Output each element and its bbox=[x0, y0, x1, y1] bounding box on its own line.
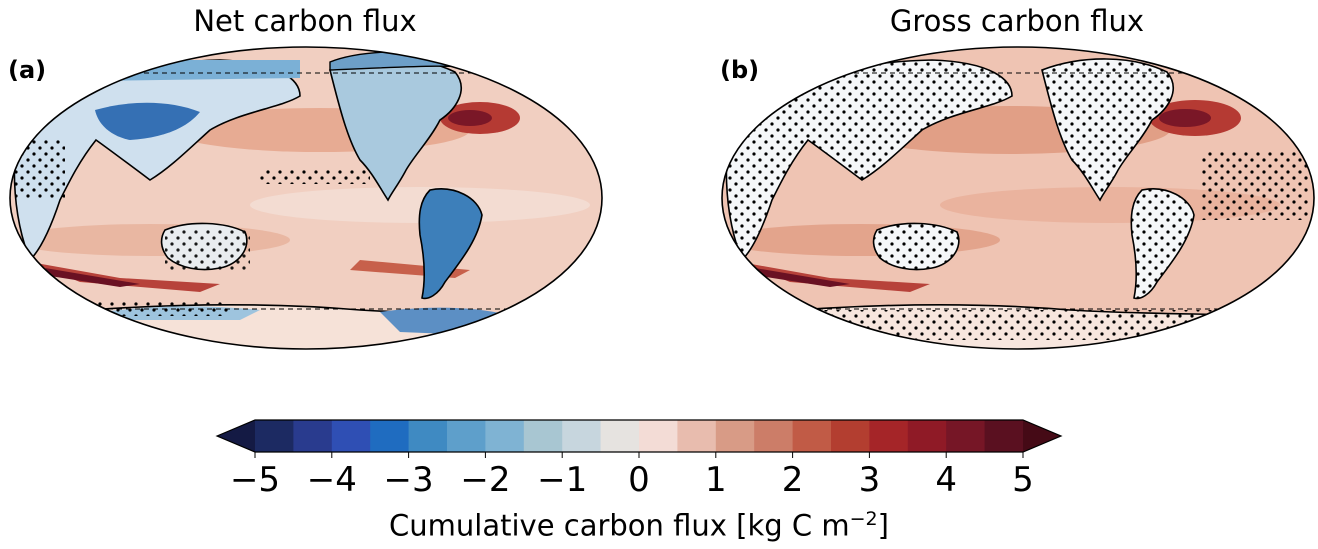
colorbar-label-suffix: ] bbox=[877, 508, 889, 543]
colorbar-swatch bbox=[754, 420, 794, 452]
colorbar-swatch bbox=[600, 420, 640, 452]
panel-a-title: Net carbon flux bbox=[193, 4, 417, 38]
colorbar-tick-label: −3 bbox=[383, 460, 434, 500]
panel-a-letter: (a) bbox=[8, 56, 47, 84]
colorbar-tick-label: 2 bbox=[781, 460, 804, 500]
colorbar-extend-max bbox=[1023, 420, 1061, 452]
colorbar-swatch bbox=[562, 420, 602, 452]
colorbar-swatch bbox=[331, 420, 371, 452]
colorbar-swatch bbox=[523, 420, 563, 452]
colorbar-label: Cumulative carbon flux [kg C m−2] bbox=[0, 508, 1278, 543]
colorbar-tick-label: 1 bbox=[704, 460, 727, 500]
colorbar-swatch bbox=[907, 420, 947, 452]
colorbar-swatch bbox=[485, 420, 525, 452]
colorbar-swatch bbox=[831, 420, 870, 452]
colorbar-tick-label: −4 bbox=[306, 460, 357, 500]
colorbar-swatch bbox=[946, 420, 986, 452]
colorbar-swatch bbox=[370, 420, 410, 452]
colorbar-swatch bbox=[408, 420, 448, 452]
map-panel-a bbox=[10, 47, 602, 349]
colorbar-tick-label: 3 bbox=[858, 460, 881, 500]
colorbar-swatch bbox=[715, 420, 755, 452]
colorbar-extend-min bbox=[217, 420, 255, 452]
colorbar-swatch bbox=[447, 420, 486, 452]
colorbar-swatch bbox=[255, 420, 294, 452]
panel-b-letter: (b) bbox=[720, 56, 760, 84]
colorbar-tick-label: −5 bbox=[229, 460, 281, 500]
map-panel-b bbox=[722, 47, 1314, 349]
colorbar-swatch bbox=[639, 420, 678, 452]
colorbar-tick-label: −1 bbox=[537, 460, 588, 500]
colorbar-swatch bbox=[792, 420, 832, 452]
colorbar-label-exponent: −2 bbox=[849, 508, 878, 530]
map-a-outline bbox=[9, 46, 603, 350]
colorbar-tick-label: 4 bbox=[935, 460, 957, 500]
colorbar-swatch bbox=[869, 420, 909, 452]
colorbar bbox=[215, 419, 1063, 458]
colorbar-swatch bbox=[984, 420, 1024, 452]
colorbar-tick-label: 5 bbox=[1012, 460, 1034, 500]
colorbar-tick-label: 0 bbox=[628, 460, 650, 500]
map-b-outline bbox=[721, 46, 1315, 350]
panel-b-title: Gross carbon flux bbox=[889, 4, 1145, 38]
colorbar-tick-label: −2 bbox=[460, 460, 511, 500]
colorbar-swatch bbox=[293, 420, 333, 452]
colorbar-swatch bbox=[677, 420, 717, 452]
colorbar-label-text: Cumulative carbon flux [kg C m bbox=[389, 508, 850, 543]
